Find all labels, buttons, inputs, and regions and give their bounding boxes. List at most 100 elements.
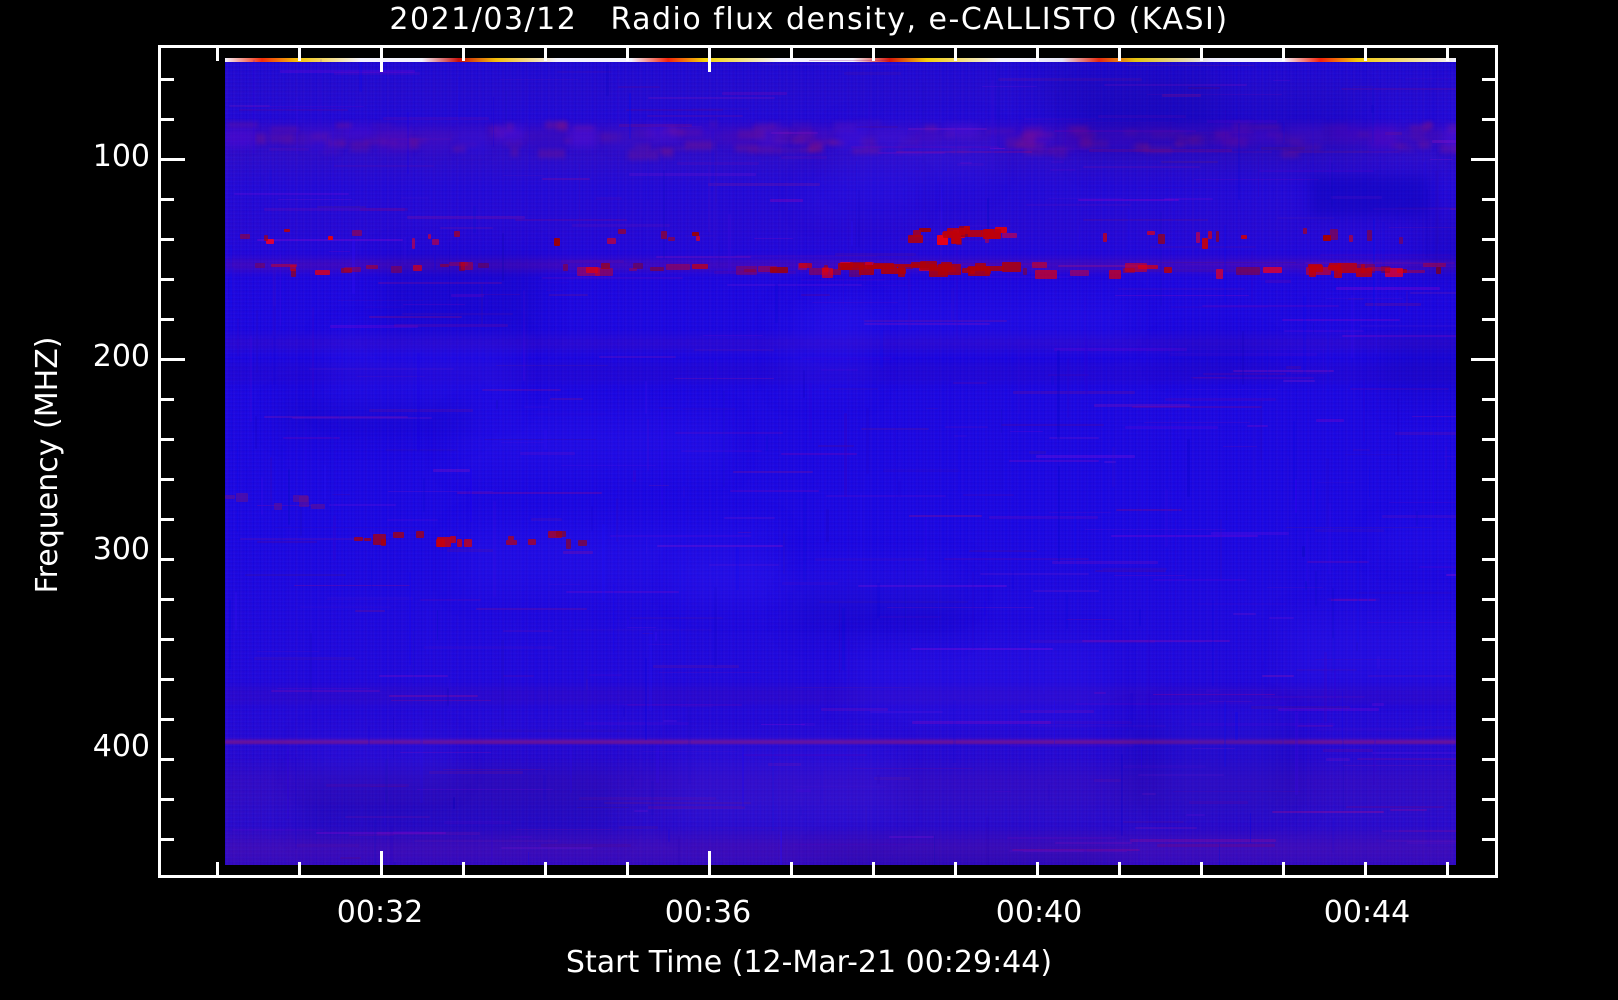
noise-streak <box>801 723 816 726</box>
time-glitch <box>1130 693 1133 730</box>
time-glitch <box>717 242 720 268</box>
noise-streak <box>1343 765 1456 767</box>
time-glitch <box>781 806 783 844</box>
rfi-speckle <box>507 536 514 540</box>
noise-streak <box>863 320 1008 322</box>
time-glitch <box>955 114 958 182</box>
y-tick-mark <box>159 798 174 801</box>
x-tick-mark <box>544 46 547 61</box>
intensity-patch <box>838 127 990 184</box>
noise-streak <box>256 540 317 543</box>
x-tick-mark <box>1282 46 1285 61</box>
noise-streak <box>1319 253 1452 257</box>
rfi-speckle <box>661 230 668 240</box>
scallop-texture <box>1444 127 1456 150</box>
x-tick-mark <box>298 46 301 61</box>
noise-streak <box>907 128 988 130</box>
x-tick-label: 00:36 <box>664 895 752 930</box>
time-glitch <box>394 862 396 865</box>
rfi-speckle <box>1201 238 1209 250</box>
noise-streak <box>1094 779 1122 782</box>
time-glitch <box>260 785 263 865</box>
y-tick-mark <box>1482 478 1497 481</box>
noise-streak <box>1405 78 1455 80</box>
time-glitch <box>1238 123 1240 201</box>
time-glitch <box>280 445 283 543</box>
scallop-texture <box>264 124 293 140</box>
rfi-speckle <box>1215 231 1220 242</box>
noise-streak <box>1026 203 1131 206</box>
noise-streak <box>1152 693 1276 696</box>
rfi-speckle-150 <box>1402 269 1426 274</box>
time-glitch <box>922 83 925 163</box>
rfi-speckle-150 <box>449 262 469 266</box>
rfi-speckle <box>920 261 937 270</box>
band-mottle <box>573 125 594 130</box>
band-mottle <box>789 136 806 145</box>
time-glitch <box>1165 840 1168 865</box>
noise-streak <box>610 534 751 538</box>
noise-streak <box>1097 114 1186 118</box>
rfi-speckle-150 <box>255 262 265 268</box>
y-tick-mark <box>1482 638 1497 641</box>
scallop-texture <box>1024 127 1051 146</box>
time-glitch <box>352 240 355 294</box>
scallop-texture <box>1253 130 1281 141</box>
band-mottle <box>1179 134 1199 139</box>
noise-streak <box>1445 574 1456 577</box>
time-glitch <box>1105 366 1108 421</box>
time-glitch <box>714 586 718 667</box>
time-glitch <box>1427 812 1430 848</box>
band-mottle <box>1067 125 1089 134</box>
noise-streak <box>420 598 482 602</box>
intensity-patch <box>1163 710 1279 806</box>
band-mottle <box>1453 145 1456 152</box>
time-glitch <box>1351 295 1355 358</box>
scallop-texture <box>1370 125 1396 149</box>
intensity-patch <box>326 334 515 410</box>
time-glitch <box>648 863 652 865</box>
rfi-speckle <box>938 264 951 269</box>
time-glitch <box>1437 151 1439 245</box>
noise-streak <box>257 504 312 507</box>
time-glitch <box>456 573 459 616</box>
noise-streak <box>861 428 929 431</box>
band-mottle <box>669 128 702 136</box>
band-mottle <box>371 123 393 127</box>
noise-streak <box>1344 453 1403 455</box>
x-tick-mark <box>1446 862 1449 877</box>
band-mottle <box>899 137 919 146</box>
time-glitch <box>527 852 530 865</box>
rfi-speckle-150 <box>343 267 362 272</box>
noise-streak <box>871 129 943 132</box>
time-column-texture-color <box>225 58 1456 865</box>
time-glitch <box>1292 420 1296 500</box>
noise-streak <box>1078 198 1179 202</box>
noise-streak <box>994 790 1011 793</box>
band-mottle <box>227 122 259 127</box>
band-mottle <box>830 141 846 146</box>
time-glitch <box>1315 570 1317 607</box>
y-tick-mark <box>159 238 174 241</box>
noise-streak <box>1262 696 1366 698</box>
noise-streak <box>873 777 911 780</box>
band-mottle <box>1323 123 1347 132</box>
rfi-speckle-150 <box>770 267 789 274</box>
rfi-speckle <box>364 537 371 542</box>
band-mottle <box>1209 138 1239 143</box>
x-tick-mark <box>1036 46 1039 61</box>
noise-streak <box>1124 425 1218 429</box>
noise-floor-layer <box>225 58 1456 865</box>
noise-streak <box>1388 226 1456 229</box>
intensity-patch <box>1287 618 1456 686</box>
band-mottle <box>382 140 398 146</box>
time-glitch <box>403 236 406 266</box>
noise-streak <box>1006 836 1116 839</box>
time-glitch <box>543 428 547 450</box>
time-glitch <box>630 775 634 787</box>
band-mottle <box>799 128 815 138</box>
time-glitch <box>269 456 273 510</box>
time-glitch <box>713 181 717 268</box>
time-glitch <box>591 505 593 532</box>
time-glitch <box>348 109 350 139</box>
